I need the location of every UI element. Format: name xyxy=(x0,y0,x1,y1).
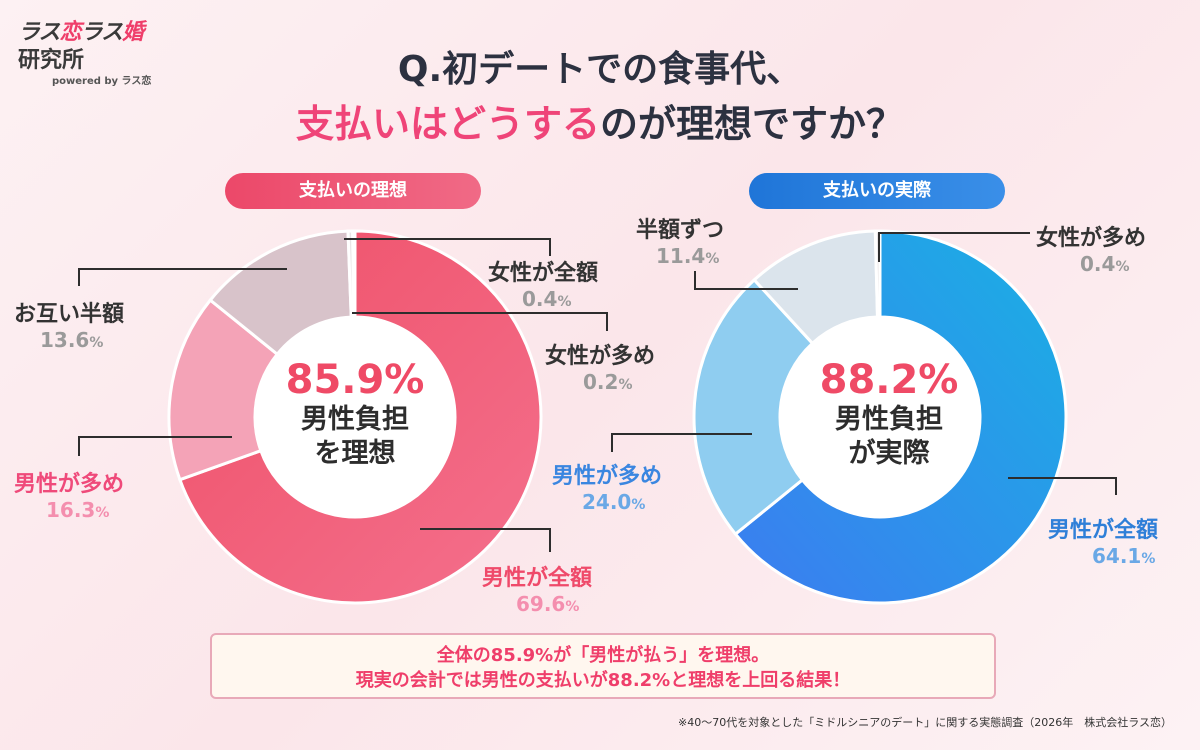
slice-name: 男性が多め xyxy=(14,472,125,497)
slice-pct: 0.2% xyxy=(583,370,633,394)
center-value: 85.9% xyxy=(285,357,425,403)
leader-line xyxy=(78,436,232,456)
center-sub: が実際 xyxy=(848,438,930,469)
center-value: 88.2% xyxy=(819,357,959,403)
center-sub: 男性負担 xyxy=(835,404,943,435)
slice-name: 男性が全額 xyxy=(482,566,593,591)
logo-text: 研究所 xyxy=(18,48,85,73)
donut-chart-ideal xyxy=(167,229,543,605)
summary-line: 現実の会計では男性の支払いが88.2%と理想を上回る結果！ xyxy=(355,670,851,691)
slice-pct: 24.0% xyxy=(582,490,646,514)
logo: ラス恋ラス婚 研究所 powered by ラス恋 xyxy=(18,14,168,87)
logo-powered: powered by ラス恋 xyxy=(52,76,152,87)
slice-name: お互い半額 xyxy=(14,302,125,327)
center-label-actual: 88.2% 男性負担 が実際 xyxy=(789,357,989,471)
slice-label: 女性が多め 0.2% xyxy=(545,338,655,394)
donut-chart-actual xyxy=(692,229,1068,605)
slice-name: 男性が全額 xyxy=(1048,518,1159,543)
slice-pct: 64.1% xyxy=(1092,544,1156,568)
slice-pct: 11.4% xyxy=(656,244,720,268)
logo-text: 恋 xyxy=(59,20,82,45)
slice-label: お互い半額 13.6% xyxy=(14,296,124,352)
slice-label: 女性が全額 0.4% xyxy=(488,255,598,311)
chart-title-ideal: 支払いの理想 xyxy=(225,173,481,209)
leader-line xyxy=(78,268,287,286)
title-rest: のが理想ですか？ xyxy=(600,102,905,146)
center-sub: を理想 xyxy=(314,438,396,469)
slice-pct: 69.6% xyxy=(516,592,580,616)
leader-line xyxy=(1008,477,1117,495)
logo-text: ラス xyxy=(18,20,61,45)
leader-lines xyxy=(78,232,1117,552)
slice-pct: 16.3% xyxy=(46,498,110,522)
slice-name: 女性が全額 xyxy=(488,261,599,286)
center-sub: 男性負担 xyxy=(301,404,409,435)
leader-line xyxy=(344,238,551,256)
logo-text: ラス xyxy=(80,20,124,45)
slice-name: 女性が多め xyxy=(545,344,656,369)
slice-pct: 0.4% xyxy=(522,287,572,311)
donut-slice xyxy=(351,229,357,319)
chart-title-actual: 支払いの実際 xyxy=(749,173,1005,209)
slice-label: 男性が多め 24.0% xyxy=(552,458,662,514)
donut-hole xyxy=(255,317,455,517)
leader-line xyxy=(420,528,551,552)
leader-line xyxy=(694,271,798,290)
leader-line xyxy=(878,232,1030,262)
page-title-line1: Q.初デートでの食事代、 xyxy=(397,49,803,90)
leader-line xyxy=(611,433,752,452)
logo-text: 婚 xyxy=(122,20,144,45)
title-highlight: 支払いはどうする xyxy=(295,102,600,146)
slice-label: 男性が全額 69.6% xyxy=(482,560,592,616)
slice-label: 男性が全額 64.1% xyxy=(1048,512,1158,568)
leader-line xyxy=(352,312,608,331)
slice-label: 男性が多め 16.3% xyxy=(14,466,124,522)
slice-name: 男性が多め xyxy=(552,464,663,489)
donut-hole xyxy=(780,317,980,517)
slice-pct: 13.6% xyxy=(40,328,104,352)
summary-line: 全体の85.9%が「男性が払う」を理想。 xyxy=(436,645,770,666)
summary-box: 全体の85.9%が「男性が払う」を理想。 現実の会計では男性の支払いが88.2%… xyxy=(210,633,996,699)
footnote: ※40〜70代を対象とした「ミドルシニアのデート」に関する実態調査（2026年 … xyxy=(678,716,1172,729)
slice-name: 半額ずつ xyxy=(636,218,725,243)
slice-label: 半額ずつ 11.4% xyxy=(636,212,724,268)
slice-label: 女性が多め 0.4% xyxy=(1036,220,1146,276)
slice-pct: 0.4% xyxy=(1080,252,1130,276)
center-label-ideal: 85.9% 男性負担 を理想 xyxy=(255,357,455,471)
page-title-line2: 支払いはどうするのが理想ですか？ xyxy=(0,93,1200,148)
slice-name: 女性が多め xyxy=(1036,226,1147,251)
